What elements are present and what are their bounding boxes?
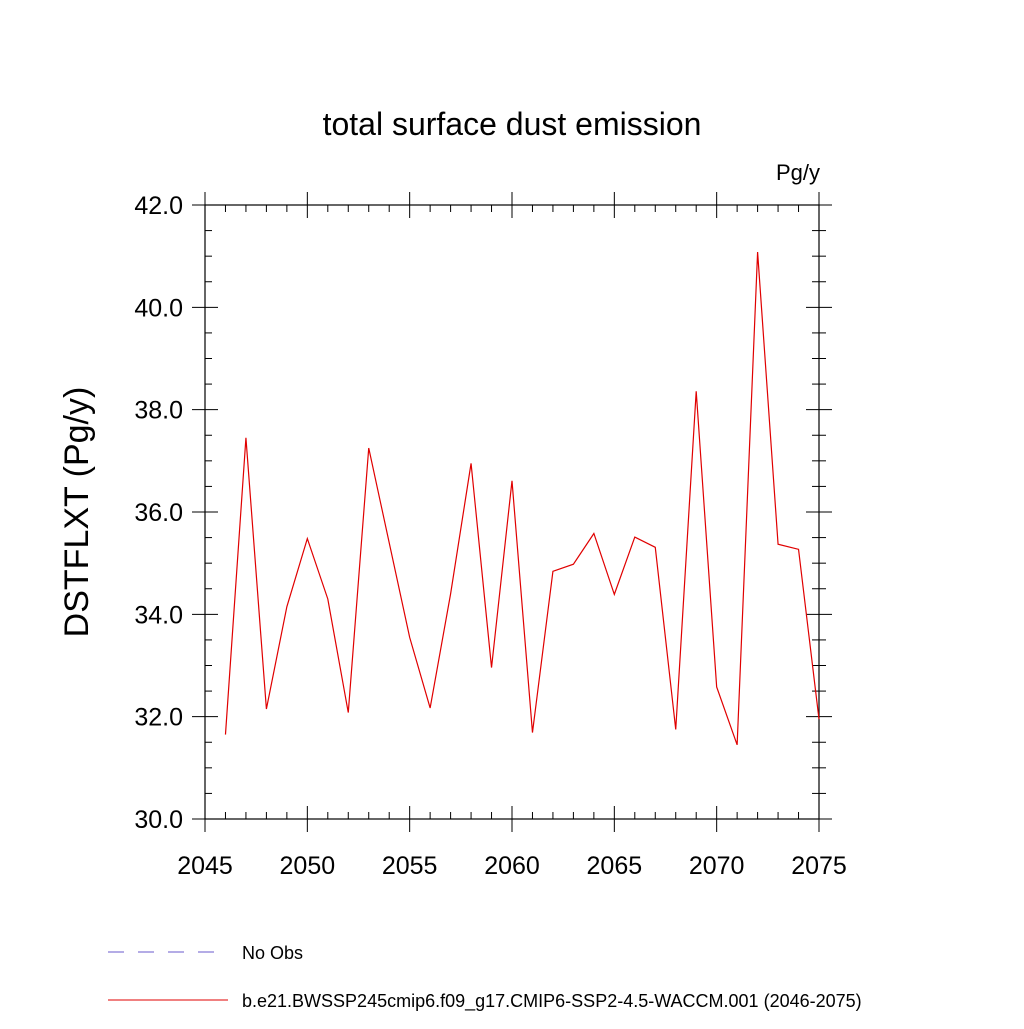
x-tick-label: 2065 xyxy=(587,852,643,880)
data-series xyxy=(225,252,819,745)
series-line xyxy=(225,252,819,745)
units-label: Pg/y xyxy=(776,160,820,185)
x-tick-label: 2055 xyxy=(382,852,438,880)
legend: No Obs b.e21.BWSSP245cmip6.f09_g17.CMIP6-… xyxy=(108,943,862,1012)
legend-label: No Obs xyxy=(242,943,303,963)
legend-label: b.e21.BWSSP245cmip6.f09_g17.CMIP6-SSP2-4… xyxy=(242,991,862,1012)
plot-frame xyxy=(205,205,819,819)
y-tick-label: 40.0 xyxy=(134,294,183,322)
x-tick-label: 2060 xyxy=(484,852,540,880)
y-axis-label: DSTFLXT (Pg/y) xyxy=(58,387,96,638)
x-tick-label: 2075 xyxy=(791,852,847,880)
tick-labels: 30.0 32.0 34.0 36.0 38.0 40.0 42.0 2045 2050 2055… xyxy=(134,192,846,880)
axis-ticks xyxy=(192,192,832,832)
x-tick-label: 2045 xyxy=(177,852,233,880)
y-tick-label: 32.0 xyxy=(134,704,183,732)
y-tick-label: 30.0 xyxy=(134,806,183,834)
y-tick-label: 34.0 xyxy=(134,601,183,629)
y-tick-label: 42.0 xyxy=(134,192,183,220)
x-tick-label: 2050 xyxy=(280,852,336,880)
y-tick-label: 36.0 xyxy=(134,499,183,527)
chart-title: total surface dust emission xyxy=(323,106,702,142)
y-tick-label: 38.0 xyxy=(134,397,183,425)
x-tick-label: 2070 xyxy=(689,852,745,880)
